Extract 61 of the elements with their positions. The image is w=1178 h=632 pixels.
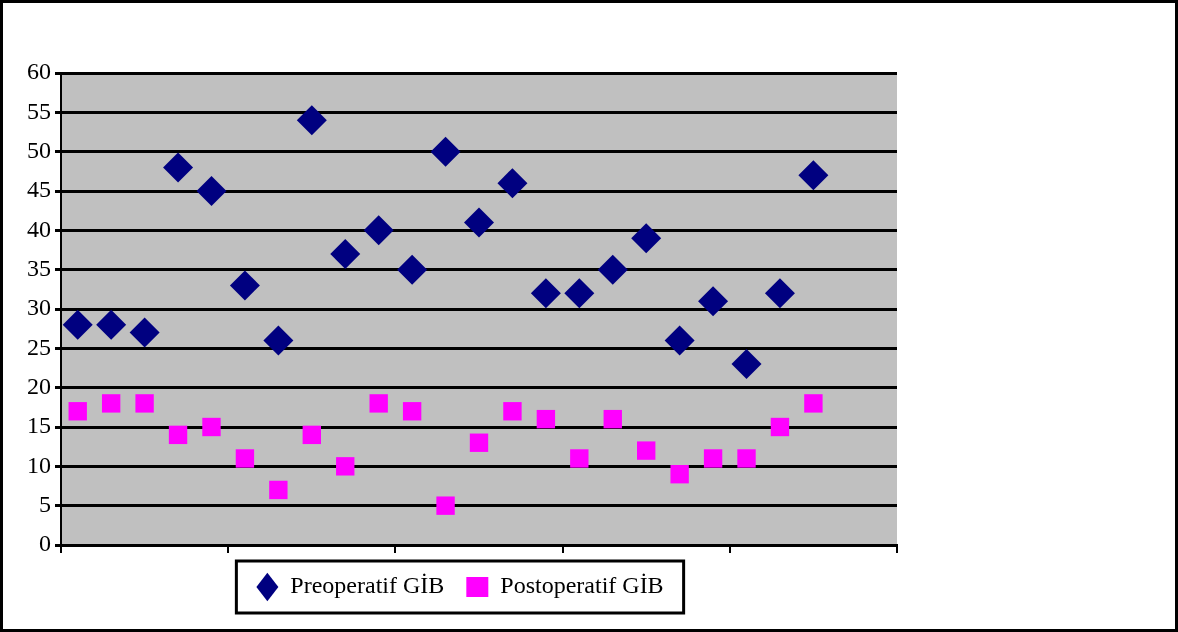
y-tick-label: 50 <box>27 136 51 163</box>
point <box>330 238 361 269</box>
y-tick-label: 15 <box>27 412 51 439</box>
point <box>436 496 455 515</box>
point <box>296 105 327 136</box>
y-tick-label: 20 <box>27 372 51 399</box>
point <box>430 136 461 167</box>
point <box>804 394 823 413</box>
point <box>168 425 188 445</box>
point <box>664 325 695 356</box>
point <box>603 409 622 429</box>
point <box>770 417 790 437</box>
y-tick-label: 25 <box>27 333 51 360</box>
y-tick-label: 40 <box>27 215 51 242</box>
point <box>597 254 628 285</box>
point <box>402 402 422 421</box>
point <box>196 176 227 206</box>
y-tick-label: 30 <box>27 294 51 321</box>
point <box>68 402 87 421</box>
point <box>464 207 494 238</box>
point <box>469 433 489 452</box>
point <box>631 223 662 254</box>
point <box>670 465 689 484</box>
point <box>269 480 288 500</box>
legend-label: Preoperatif GİB <box>290 572 445 599</box>
point <box>96 309 127 340</box>
y-tick-label: 10 <box>27 451 51 478</box>
point <box>536 409 556 429</box>
point <box>336 457 355 476</box>
y-tick-label: 5 <box>39 490 51 517</box>
point <box>363 215 394 246</box>
point <box>530 278 561 309</box>
legend-label: Postoperatif GİB <box>500 572 664 599</box>
point <box>637 441 656 460</box>
y-tick-label: 55 <box>27 97 51 124</box>
point <box>764 278 795 309</box>
point <box>698 286 729 317</box>
point <box>129 317 160 348</box>
point <box>202 417 221 437</box>
point <box>302 425 321 445</box>
y-tick-label: 60 <box>27 58 51 85</box>
point <box>737 449 756 468</box>
point <box>369 394 388 413</box>
point <box>101 394 121 413</box>
y-tick-label: 35 <box>27 254 51 281</box>
point <box>163 152 194 183</box>
y-tick-label: 0 <box>39 530 51 557</box>
point <box>564 278 595 309</box>
point <box>570 449 589 468</box>
point <box>229 270 260 301</box>
point <box>798 160 829 191</box>
point <box>503 402 522 421</box>
y-tick-label: 45 <box>27 176 51 203</box>
point <box>703 449 723 468</box>
point <box>263 325 294 356</box>
point <box>731 349 762 380</box>
point <box>62 309 93 340</box>
point <box>497 168 528 199</box>
point <box>235 449 255 468</box>
point <box>135 394 154 413</box>
point <box>397 254 428 285</box>
